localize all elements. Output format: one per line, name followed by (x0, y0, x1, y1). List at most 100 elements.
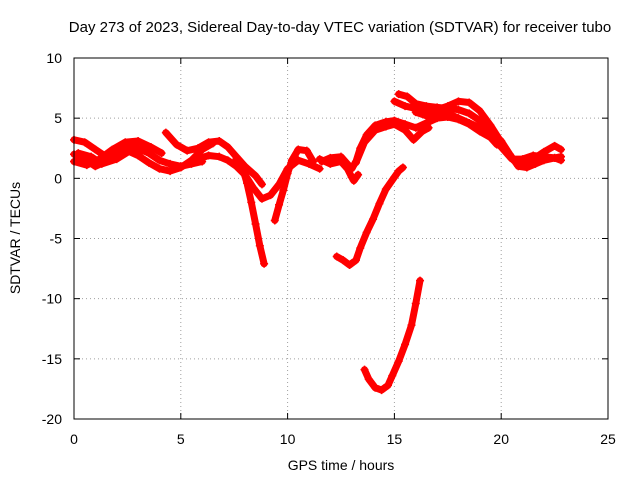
data-point (215, 137, 224, 146)
data-point (283, 169, 292, 178)
data-point (270, 216, 279, 225)
data-point (433, 111, 442, 120)
data-point (129, 144, 138, 153)
data-point (80, 138, 89, 147)
data-point (390, 97, 399, 106)
data-point (351, 158, 360, 167)
data-point (394, 167, 403, 176)
data-point (315, 164, 324, 173)
data-point (362, 228, 371, 237)
data-point (87, 152, 96, 161)
data-point (287, 156, 296, 165)
data-point (255, 241, 264, 250)
data-series (70, 90, 566, 395)
data-point (375, 199, 384, 208)
data-point (403, 92, 412, 101)
data-point (251, 220, 260, 229)
data-point (317, 157, 326, 166)
data-point (302, 146, 311, 155)
y-tick-label: -10 (42, 291, 62, 307)
data-point (371, 126, 380, 135)
data-point (454, 105, 463, 114)
series-line-trace-l (333, 164, 407, 269)
x-tick-label: 15 (387, 431, 403, 447)
data-point (332, 252, 341, 261)
data-point (443, 109, 452, 118)
data-point (166, 167, 175, 176)
data-point (369, 215, 378, 224)
data-point (215, 152, 224, 161)
data-point (351, 256, 360, 265)
y-axis-label: SDTVAR / TECUs (7, 182, 23, 294)
data-point (247, 198, 256, 207)
data-point (187, 156, 196, 165)
data-point (486, 121, 495, 130)
data-point (243, 179, 252, 188)
data-point (364, 375, 373, 384)
x-axis-label: GPS time / hours (288, 457, 395, 473)
data-point (257, 180, 266, 189)
data-point (529, 151, 538, 160)
data-point (294, 145, 303, 154)
data-point (223, 156, 232, 165)
series-line-trace-b (70, 139, 217, 175)
data-point (394, 357, 403, 366)
data-point (183, 146, 192, 155)
data-point (347, 164, 356, 173)
data-point (465, 98, 474, 107)
data-point (354, 170, 363, 179)
data-point (407, 321, 416, 330)
data-point (349, 176, 358, 185)
data-point (475, 106, 484, 115)
y-tick-label: -20 (42, 411, 62, 427)
data-point (409, 135, 418, 144)
data-point (465, 109, 474, 118)
data-point (345, 260, 354, 269)
x-tick-label: 0 (70, 431, 78, 447)
data-point (91, 145, 100, 154)
data-point (74, 149, 83, 158)
y-tick-label: 5 (54, 110, 62, 126)
data-point (486, 131, 495, 140)
data-point (394, 90, 403, 99)
data-point (266, 191, 275, 200)
y-tick-label: -5 (50, 231, 63, 247)
data-point (232, 155, 241, 164)
data-point (337, 152, 345, 161)
x-tick-label: 20 (493, 431, 509, 447)
data-point (539, 152, 548, 161)
data-point (390, 120, 399, 129)
data-point (339, 256, 348, 265)
data-point (416, 276, 425, 285)
data-point (383, 381, 392, 390)
data-point (193, 155, 202, 164)
data-point (475, 116, 484, 125)
data-point (155, 164, 164, 173)
data-point (454, 114, 463, 123)
data-point (411, 123, 420, 132)
data-point (422, 111, 431, 120)
data-point (388, 371, 397, 380)
data-point (401, 102, 410, 111)
x-tick-label: 5 (177, 431, 185, 447)
data-point (465, 118, 474, 127)
data-point (251, 171, 260, 180)
data-point (557, 156, 566, 165)
data-point (204, 138, 213, 147)
data-point (507, 155, 516, 164)
data-point (381, 122, 390, 131)
data-point (360, 365, 369, 374)
data-point (360, 138, 369, 147)
data-point (454, 97, 463, 106)
data-point (275, 200, 284, 209)
data-point (418, 127, 427, 136)
axis-ticks: 0 5 10 15 20 25 -20 -15 -10 -5 0 5 10 (42, 50, 616, 447)
data-point (121, 138, 130, 147)
data-point (390, 173, 399, 182)
data-point (97, 159, 106, 168)
data-point (475, 123, 484, 132)
data-point (377, 386, 386, 395)
data-point (193, 144, 202, 153)
data-point (518, 155, 527, 164)
